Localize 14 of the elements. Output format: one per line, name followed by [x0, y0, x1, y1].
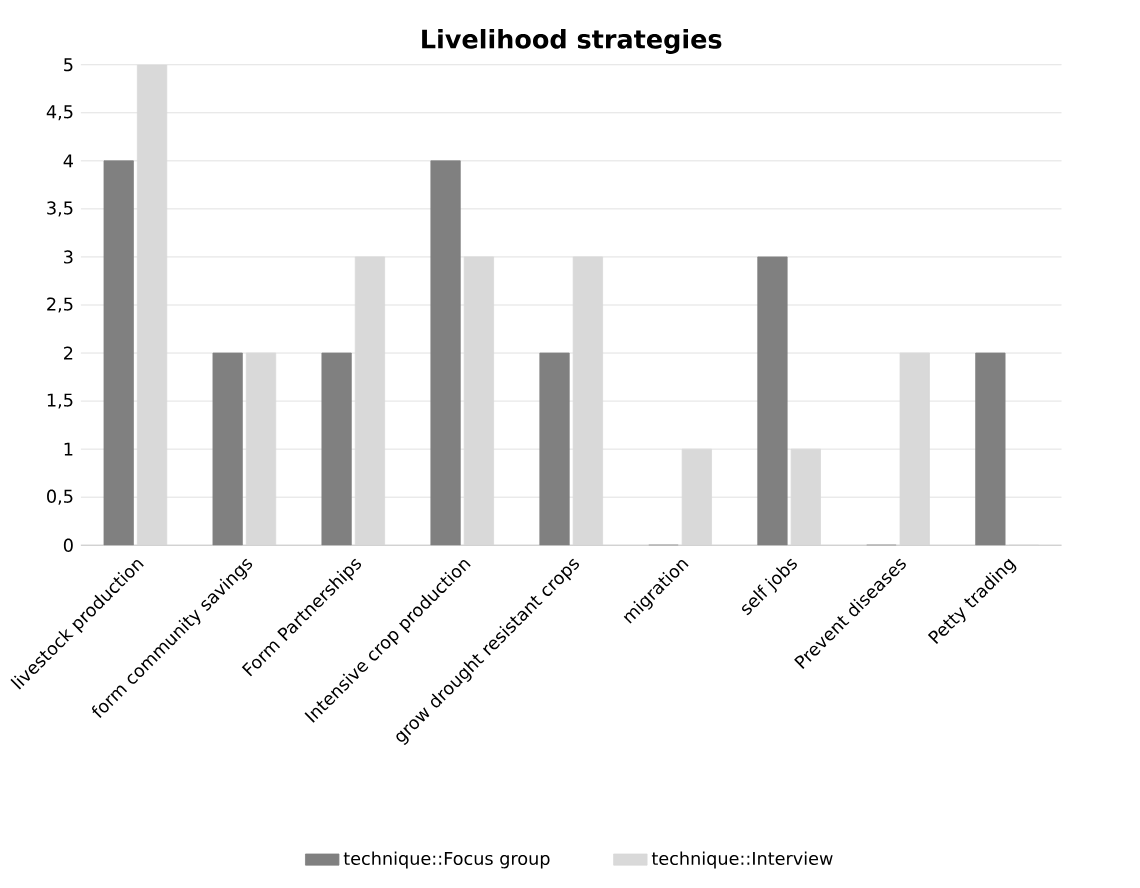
- y-tick-label: 4,5: [46, 105, 73, 121]
- legend-label: technique::Interview: [651, 851, 833, 869]
- y-tick-label: 2,5: [47, 297, 73, 313]
- y-tick-label: 3,5: [47, 201, 73, 217]
- y-tick-label: 4: [63, 154, 73, 168]
- y-tick-label: 5: [64, 57, 73, 72]
- y-tick-label: 1,5: [47, 393, 73, 409]
- chart-title: Livelihood strategies: [422, 28, 722, 54]
- y-tick-label: 3: [64, 250, 73, 264]
- y-tick-label: 0,5: [47, 489, 73, 505]
- y-tick-label: 1: [64, 442, 73, 456]
- y-tick-label: 2: [64, 346, 73, 360]
- y-tick-label: 0: [63, 538, 73, 552]
- legend-label: technique::Focus group: [343, 851, 550, 869]
